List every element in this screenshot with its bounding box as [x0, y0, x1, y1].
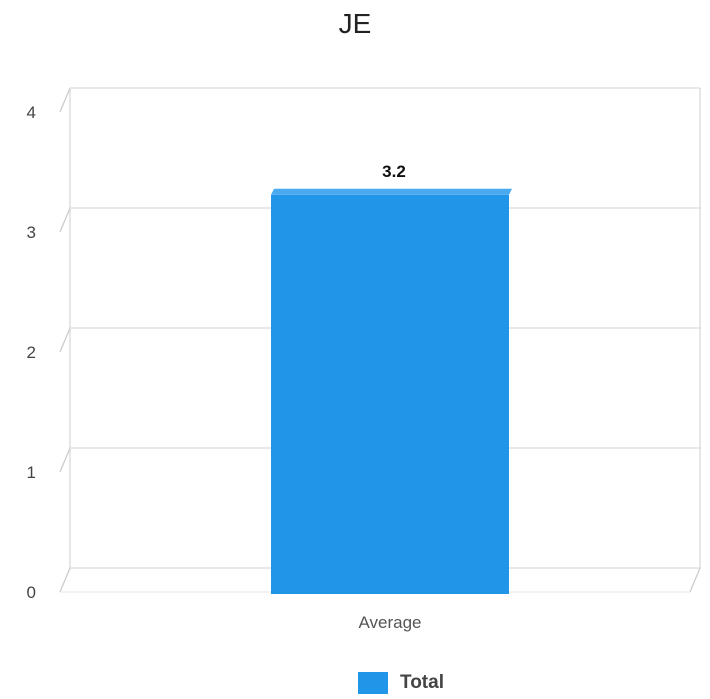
y-tick-label: 1	[27, 463, 36, 482]
bar-top-face	[271, 188, 512, 195]
axis-depth-tick	[59, 87, 71, 113]
axis-depth-tick	[59, 327, 71, 353]
y-tick-label: 0	[27, 583, 36, 602]
data-label: 3.2	[382, 162, 406, 181]
axis-depth-tick	[59, 447, 71, 473]
floor-right-edge	[689, 567, 701, 593]
bar-average	[271, 194, 509, 595]
legend-swatch-total	[358, 672, 388, 694]
legend[interactable]: Total	[358, 670, 444, 696]
y-tick-label: 3	[27, 223, 36, 242]
chart-title: JE	[338, 8, 372, 39]
axis-depth-tick	[59, 567, 71, 593]
y-tick-label: 2	[27, 343, 36, 362]
x-tick-label: Average	[358, 613, 421, 632]
legend-label-total: Total	[400, 672, 444, 693]
axis-depth-tick	[59, 207, 71, 233]
y-tick-label: 4	[27, 103, 36, 122]
